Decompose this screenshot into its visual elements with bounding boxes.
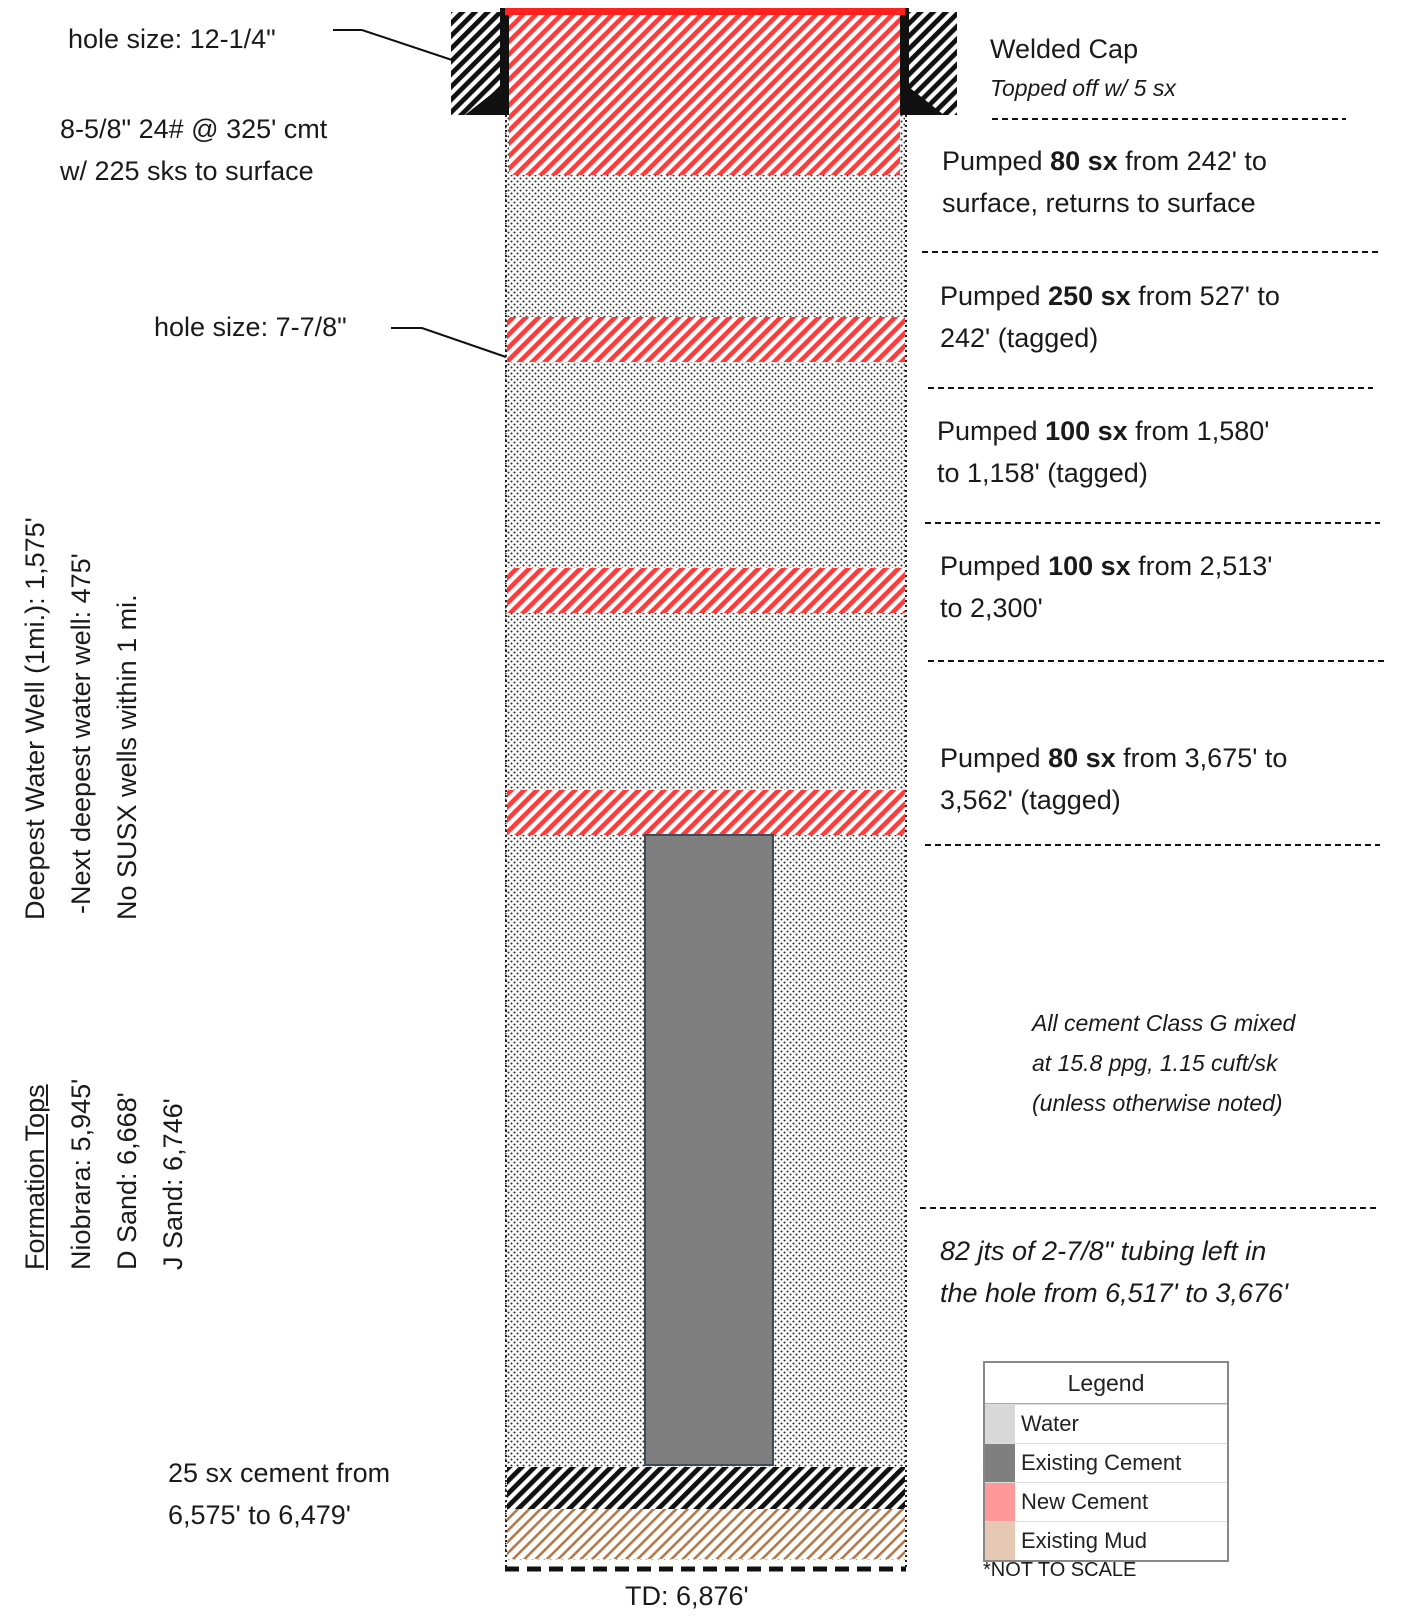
surface-casing-label-line2: w/ 225 sks to surface <box>60 156 314 186</box>
surface-casing-label-line1: 8-5/8" 24# @ 325' cmt <box>60 114 328 144</box>
plug-2 <box>507 317 905 362</box>
cement-note-line1: All cement Class G mixed <box>1032 1010 1296 1036</box>
welded-cap <box>505 8 905 15</box>
casing-shoe-right <box>900 80 944 115</box>
production-hole-size-label: hole size: 7-7/8" <box>154 312 347 342</box>
plug-4-line2: to 2,300' <box>940 593 1043 623</box>
plug-surface <box>509 12 900 175</box>
surface-casing-right-wall <box>900 8 909 115</box>
topped-off-label: Topped off w/ 5 sx <box>990 75 1176 101</box>
bottom-cement-plug <box>507 1467 905 1509</box>
water-well-info: Deepest Water Well (1mi.): 1,575' -Next … <box>12 517 150 920</box>
legend-label-water: Water <box>1021 1411 1079 1436</box>
bottom-plug-label-line2: 6,575' to 6,479' <box>168 1500 351 1530</box>
tubing-note-line1: 82 jts of 2-7/8" tubing left in <box>940 1236 1267 1266</box>
legend-item-new-cement: New Cement <box>985 1482 1227 1521</box>
water-well-line3: No SUSX wells within 1 mi. <box>112 594 142 920</box>
leader-prod-hole <box>391 327 507 358</box>
plug-1-line1: Pumped 80 sx from 242' to <box>942 146 1267 176</box>
legend-item-water: Water <box>985 1404 1227 1443</box>
legend-swatch-existing-cement <box>985 1444 1015 1482</box>
legend-swatch-new-cement <box>985 1483 1015 1521</box>
legend-swatch-existing-mud <box>985 1522 1015 1560</box>
legend-item-existing-mud: Existing Mud <box>985 1521 1227 1560</box>
plug-3-line2: to 1,158' (tagged) <box>937 458 1148 488</box>
formation-tops: Formation Tops Niobrara: 5,945' D Sand: … <box>12 1079 196 1270</box>
formation-top-niobrara: Niobrara: 5,945' <box>66 1078 96 1270</box>
legend-label-existing-cement: Existing Cement <box>1021 1450 1182 1475</box>
plug-2-line1: Pumped 250 sx from 527' to <box>940 281 1280 311</box>
formation-top-j-sand: J Sand: 6,746' <box>158 1098 188 1270</box>
total-depth-label: TD: 6,876' <box>625 1581 749 1611</box>
plug-1-line2: surface, returns to surface <box>942 188 1256 218</box>
cement-note-line3: (unless otherwise noted) <box>1032 1090 1283 1116</box>
surface-hole-size-label: hole size: 12-1/4" <box>68 24 276 54</box>
plug-5-line2: 3,562' (tagged) <box>940 785 1121 815</box>
legend: Legend Water Existing Cement New Cement … <box>983 1361 1229 1562</box>
leader-surface-hole <box>333 29 453 61</box>
legend-swatch-water <box>985 1405 1015 1443</box>
plug-4-line1: Pumped 100 sx from 2,513' <box>940 551 1273 581</box>
legend-label-new-cement: New Cement <box>1021 1489 1149 1514</box>
formation-tops-title: Formation Tops <box>20 1084 50 1270</box>
legend-title: Legend <box>985 1363 1227 1404</box>
water-well-line2: -Next deepest water well: 475' <box>66 553 96 914</box>
plug-3-line1: Pumped 100 sx from 1,580' <box>937 416 1270 446</box>
casing-shoe-left <box>465 80 509 115</box>
plug-4 <box>507 568 905 613</box>
bottom-plug-label-line1: 25 sx cement from <box>168 1458 391 1488</box>
formation-top-d-sand: D Sand: 6,668' <box>112 1092 142 1270</box>
water-well-line1: Deepest Water Well (1mi.): 1,575' <box>20 517 50 920</box>
plug-2-line2: 242' (tagged) <box>940 323 1099 353</box>
legend-label-existing-mud: Existing Mud <box>1021 1528 1147 1553</box>
plug-5-line1: Pumped 80 sx from 3,675' to <box>940 743 1288 773</box>
tubing-note-line2: the hole from 6,517' to 3,676' <box>940 1278 1289 1308</box>
plug-5 <box>507 790 905 835</box>
not-to-scale-note: *NOT TO SCALE <box>983 1559 1137 1581</box>
tubing-in-hole <box>644 834 774 1466</box>
cement-note-line2: at 15.8 ppg, 1.15 cuft/sk <box>1032 1050 1278 1076</box>
legend-item-existing-cement: Existing Cement <box>985 1443 1227 1482</box>
existing-mud <box>507 1509 905 1559</box>
welded-cap-label: Welded Cap <box>990 34 1139 64</box>
surface-casing-left-wall <box>500 8 509 115</box>
